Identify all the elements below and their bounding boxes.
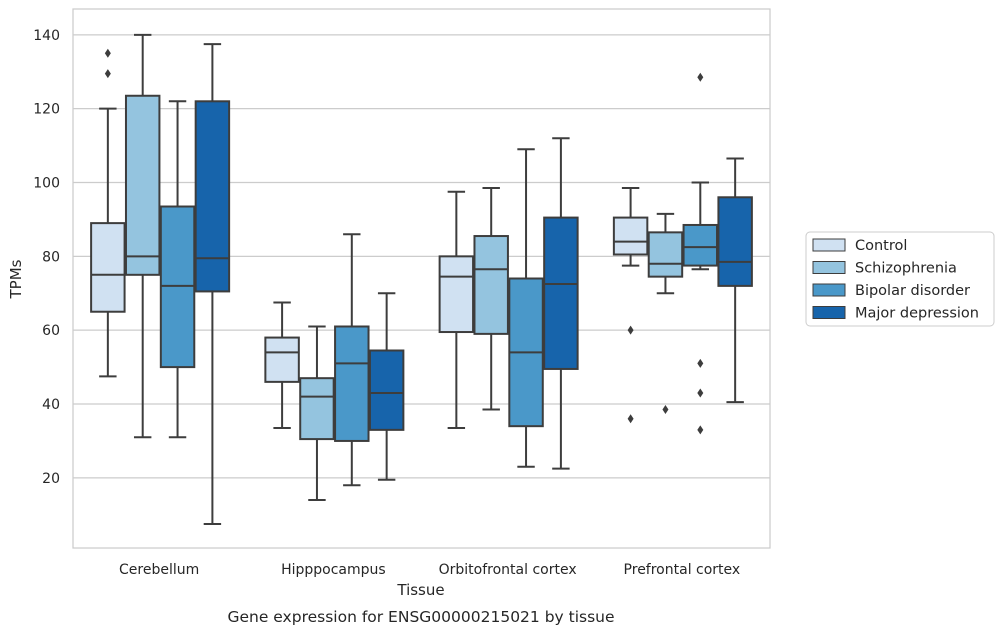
legend-swatch [812,283,846,297]
box-series [124,33,684,502]
legend-label: Major depression [855,306,979,322]
outlier-point [697,72,704,82]
grid-lines [73,34,770,479]
legend-frame [805,231,995,327]
y-tick-label: 40 [42,397,60,413]
legend-label: Schizophrenia [855,261,957,277]
outlier-point [697,358,704,368]
x-tick-label: Orbitofrontal cortex [439,562,577,578]
box-series [90,48,649,430]
y-axis-ticks: 20 40 60 80 100 120 140 [33,28,60,487]
legend-swatch [812,238,846,252]
box [543,137,579,470]
outlier-point [697,425,704,435]
box-iqr [473,235,509,335]
box-iqr [334,325,370,442]
box [647,212,684,415]
y-tick-label: 60 [42,323,60,339]
box-iqr [438,255,475,334]
box [159,100,196,439]
y-tick-label: 140 [33,28,60,44]
box-iqr [368,349,405,431]
legend-label: Bipolar disorder [855,283,970,299]
box-iqr [543,216,579,370]
box [334,233,370,487]
y-tick-label: 120 [33,102,60,118]
box-series [194,43,753,526]
x-axis-title: Tissue [396,581,444,599]
box [90,48,126,378]
box-series [159,72,719,487]
box [473,187,509,411]
legend-label: Control [855,238,907,254]
box-iqr [264,336,300,383]
chart-caption: Gene expression for ENSG00000215021 by t… [227,608,614,626]
box [124,33,161,439]
box-iqr [682,223,719,267]
outlier-point [697,388,704,398]
box-iqr [90,222,126,313]
x-tick-label: Hipppocampus [281,562,386,578]
legend-swatch [812,306,846,319]
x-axis-ticks: Cerebellum Hipppocampus Orbitofrontal cort… [119,562,740,578]
y-tick-label: 100 [33,176,60,192]
box-iqr [717,196,753,287]
box [299,325,335,502]
legend-entries: Control Schizophrenia Bipolar disorder Majo… [812,238,979,322]
box [612,187,649,424]
box [717,157,753,404]
box-iqr [124,94,161,276]
box [508,148,544,468]
box [682,72,719,435]
y-tick-label: 80 [42,249,60,265]
box-series-layer [90,33,753,526]
legend-swatch [812,261,846,274]
y-tick-label: 20 [42,471,60,487]
outlier-point [662,405,669,415]
outlier-point [104,69,111,79]
outlier-point [627,414,634,424]
outlier-point [627,325,634,335]
outlier-point [104,48,111,58]
box-iqr [299,377,335,441]
box-iqr [194,100,231,293]
box-iqr [647,231,684,278]
box [438,190,475,430]
box-iqr [612,216,649,256]
box [264,301,300,430]
legend: Control Schizophrenia Bipolar disorder Majo… [805,231,995,327]
box [368,292,405,481]
box [194,43,231,526]
x-tick-label: Prefrontal cortex [624,562,741,578]
x-tick-label: Cerebellum [119,562,199,578]
y-axis-title: TPMs [7,259,25,299]
